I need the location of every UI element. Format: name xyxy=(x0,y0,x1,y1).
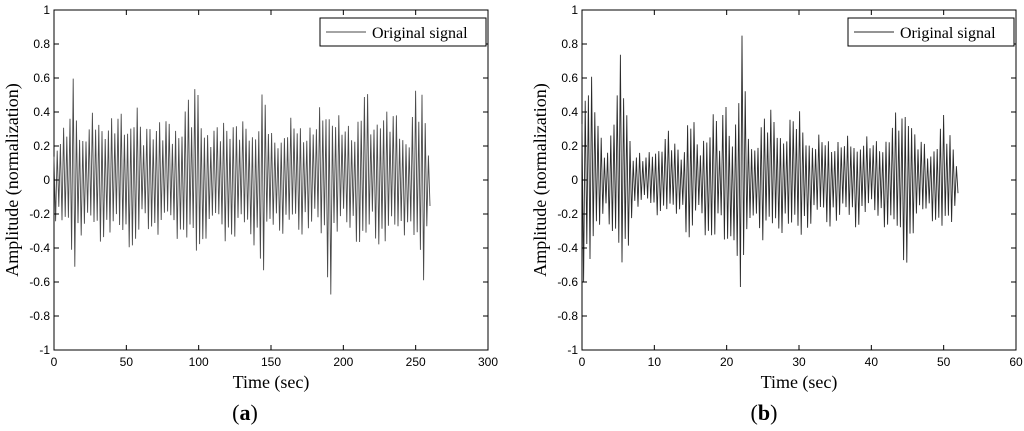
y-tick-label: 0.6 xyxy=(561,71,578,85)
y-tick-label: -0.8 xyxy=(29,309,50,323)
x-tick-label: 50 xyxy=(937,355,951,369)
y-tick-label: 0 xyxy=(571,173,578,187)
y-tick-label: 0.8 xyxy=(33,37,50,51)
series-original-signal xyxy=(53,78,431,295)
signal-line xyxy=(53,78,431,295)
x-tick-label: 60 xyxy=(1009,355,1023,369)
chart-panel-b: 0 10 20 30 40 50 60 -1 -0.8 -0.6 -0.4 -0.2 0 0.2 0.4 0.… xyxy=(512,0,1024,431)
y-tick-label: -1 xyxy=(39,343,50,357)
x-tick-label: 0 xyxy=(51,355,58,369)
y-tick-label: 1 xyxy=(43,3,50,17)
x-tick-label: 250 xyxy=(406,355,426,369)
y-tick-label: 0.4 xyxy=(33,105,50,119)
x-tick-label: 300 xyxy=(478,355,498,369)
legend-entry-original-signal: Original signal xyxy=(900,25,996,42)
x-tick-label: 50 xyxy=(120,355,134,369)
x-tick-label: 150 xyxy=(261,355,281,369)
chart-a-svg: 0 50 100 150 200 250 300 -1 -0.8 -0.6 -0.4 -0.2 0 0.2… xyxy=(2,3,498,393)
y-tick-label: -0.4 xyxy=(29,241,50,255)
legend-box xyxy=(847,17,1015,47)
x-tick-label: 200 xyxy=(333,355,353,369)
y-tick-label: -0.2 xyxy=(29,207,50,221)
x-tick-label: 40 xyxy=(865,355,879,369)
y-tick-label: 0.6 xyxy=(33,71,50,85)
y-tick-label: -0.6 xyxy=(29,275,50,289)
y-tick-label: 0.2 xyxy=(33,139,50,153)
caption-b: (b) xyxy=(750,400,778,425)
legend: Original signal xyxy=(847,17,1015,47)
y-tick-label: -0.6 xyxy=(557,275,578,289)
y-tick-label: 0.2 xyxy=(561,139,578,153)
x-axis-label: Time (sec) xyxy=(233,372,310,393)
signal-line xyxy=(581,35,959,288)
x-tick-label: 100 xyxy=(189,355,209,369)
legend: Original signal xyxy=(319,17,487,47)
series-original-signal xyxy=(581,35,959,288)
y-tick-label: 0 xyxy=(43,173,50,187)
x-axis-label: Time (sec) xyxy=(761,372,838,393)
y-tick-label: 0.8 xyxy=(561,37,578,51)
y-tick-label: -0.4 xyxy=(557,241,578,255)
x-tick-label: 0 xyxy=(579,355,586,369)
y-axis-label: Amplitude (normalization) xyxy=(530,83,551,276)
x-tick-label: 20 xyxy=(720,355,734,369)
x-tick-label: 10 xyxy=(648,355,662,369)
y-tick-label: -0.8 xyxy=(557,309,578,323)
caption-a: (a) xyxy=(232,400,258,425)
x-tick-label: 30 xyxy=(792,355,806,369)
y-axis-label: Amplitude (normalization) xyxy=(2,83,23,276)
y-tick-label: -1 xyxy=(567,343,578,357)
legend-entry-original-signal: Original signal xyxy=(372,25,468,42)
y-tick-label: 0.4 xyxy=(561,105,578,119)
y-tick-label: -0.2 xyxy=(557,207,578,221)
y-tick-label: 1 xyxy=(571,3,578,17)
chart-b-svg: 0 10 20 30 40 50 60 -1 -0.8 -0.6 -0.4 -0.2 0 0.2 0.4 0.… xyxy=(530,3,1023,393)
chart-panel-a: 0 50 100 150 200 250 300 -1 -0.8 -0.6 -0.4 -0.2 0 0.2… xyxy=(2,3,498,425)
